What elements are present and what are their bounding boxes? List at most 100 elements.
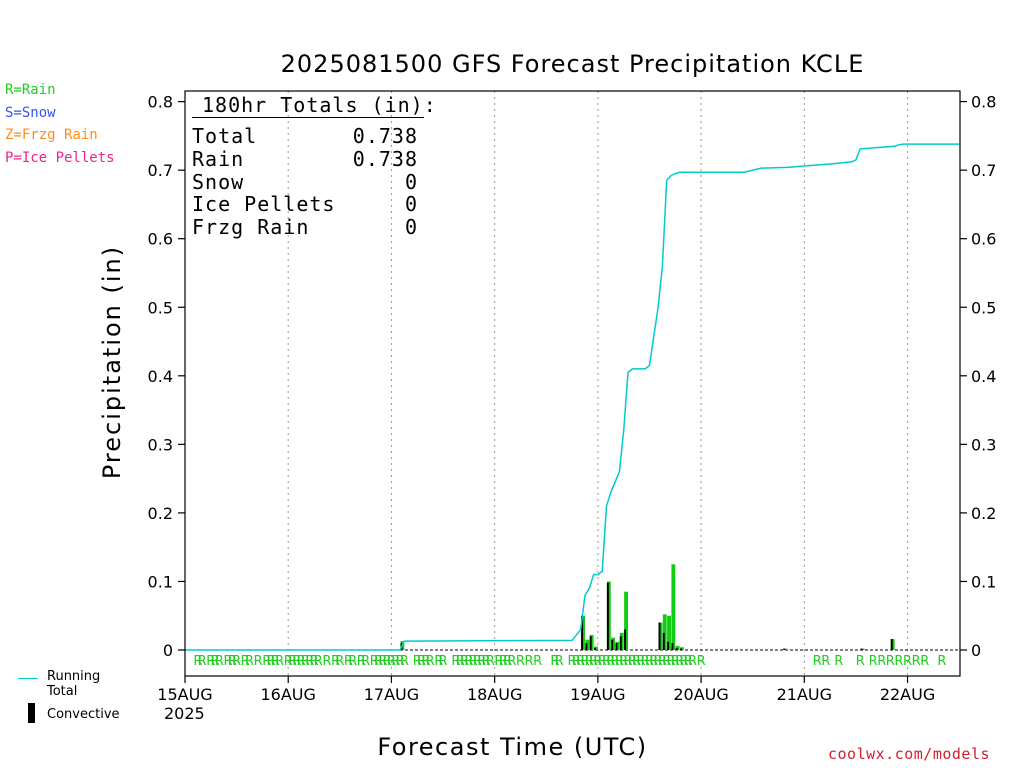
convective-bar: [680, 648, 682, 650]
rain-marker: R: [593, 654, 602, 669]
y-tick-label-left: 0: [163, 641, 173, 660]
totals-row-label: Snow: [192, 169, 245, 194]
precip-type-legend-item: Z=Frzg Rain: [5, 127, 98, 143]
rain-marker: R: [400, 654, 409, 669]
x-tick-label: 18AUG: [467, 685, 522, 704]
bar-layer: [400, 564, 895, 650]
rain-marker: R: [460, 654, 469, 669]
rain-marker: R: [507, 654, 516, 669]
totals-row-value: 0.738: [352, 124, 418, 148]
rain-marker: R: [301, 654, 310, 669]
rain-marker: R: [912, 654, 921, 669]
rain-marker: R: [877, 654, 886, 669]
rain-marker: R: [348, 654, 357, 669]
rain-marker: R: [322, 654, 331, 669]
rain-marker: R: [335, 654, 344, 669]
convective-bar: [619, 636, 622, 650]
running-total-label: Running Total: [47, 669, 101, 699]
rain-marker: R: [499, 654, 508, 669]
rain-marker: R: [456, 654, 465, 669]
convective-bar: [860, 648, 863, 650]
y-tick-label-left: 0.7: [148, 161, 173, 180]
rain-marker: R: [619, 654, 628, 669]
x-tick-label: 19AUG: [570, 685, 625, 704]
convective-bar: [658, 622, 661, 650]
y-tick-label-left: 0.4: [148, 367, 173, 386]
rain-marker: R: [636, 654, 645, 669]
rain-marker: R: [572, 654, 581, 669]
rain-marker: R: [370, 654, 379, 669]
rain-marker: R: [628, 654, 637, 669]
rain-marker: R: [606, 654, 615, 669]
x-axis-label: Forecast Time (UTC): [377, 733, 648, 761]
rain-marker: R: [602, 654, 611, 669]
convective-bar: [783, 648, 786, 650]
rain-marker: R: [206, 654, 215, 669]
convective-bar: [615, 643, 618, 650]
rain-marker: R: [309, 654, 318, 669]
rain-marker: R: [262, 654, 271, 669]
precip-type-legend-item: S=Snow: [5, 104, 56, 121]
rain-marker: R: [623, 654, 632, 669]
convective-bar: [671, 643, 674, 650]
convective-bar: [890, 639, 893, 650]
rain-marker: R: [649, 654, 658, 669]
totals-row-label: Ice Pellets: [192, 192, 336, 217]
rain-marker: R: [477, 654, 486, 669]
convective-bar: [585, 643, 588, 650]
totals-row-value: 0.738: [352, 146, 418, 171]
totals-header-underline: [192, 117, 424, 118]
precip-bar: [662, 614, 667, 650]
rain-marker: R: [271, 654, 280, 669]
rain-marker: R: [275, 654, 284, 669]
rain-marker: R: [641, 654, 650, 669]
rain-marker: R: [658, 654, 667, 669]
y-tick-label-left: 0.1: [148, 572, 173, 591]
y-tick-label-right: 0.6: [971, 230, 996, 249]
rain-marker: R: [550, 654, 559, 669]
precip-bar: [624, 591, 628, 650]
rain-marker: R: [439, 654, 448, 669]
rain-marker: R: [417, 654, 426, 669]
totals-row-label: Rain: [192, 146, 245, 171]
rain-marker: R: [215, 654, 224, 669]
convective-bar: [581, 615, 584, 650]
rain-marker: R: [697, 654, 706, 669]
rain-marker: R: [374, 654, 383, 669]
x-tick-label: 21AUG: [777, 685, 832, 704]
rain-marker: R: [396, 654, 405, 669]
rain-marker: R: [421, 654, 430, 669]
rain-marker: R: [232, 654, 241, 669]
rain-marker: R: [894, 654, 903, 669]
y-tick-label-right: 0.2: [971, 504, 996, 523]
y-tick-label-right: 0.5: [971, 298, 996, 317]
convective-label: Convective: [47, 707, 120, 722]
totals-row-label: Total: [192, 124, 258, 148]
totals-row-value: 0: [404, 215, 418, 240]
totals-row-value: 0: [404, 169, 418, 194]
convective-bar: [624, 629, 627, 650]
line-layer: [185, 143, 960, 651]
y-axis-label: Precipitation (in): [98, 244, 126, 480]
rain-marker: R: [486, 654, 495, 669]
rain-marker: R: [284, 654, 293, 669]
rain-marker: R: [241, 654, 250, 669]
grid-layer: [185, 91, 960, 676]
rain-marker: R: [344, 654, 353, 669]
rain-marker: R: [821, 654, 830, 669]
totals-header: 180hr Totals (in):: [202, 93, 437, 117]
convective-bar: [594, 647, 596, 650]
y-tick-label-right: 0.8: [971, 93, 996, 112]
rain-marker: R: [254, 654, 263, 669]
rain-marker: R: [937, 654, 946, 669]
rain-marker: R: [305, 654, 314, 669]
rain-marker: R: [632, 654, 641, 669]
rain-marker: R: [228, 654, 237, 669]
convective-bar: [611, 639, 614, 650]
rain-marker: R: [297, 654, 306, 669]
rain-marker: R: [576, 654, 585, 669]
y-tick-label-left: 0.2: [148, 504, 173, 523]
precip-type-legend-item: P=Ice Pellets: [5, 149, 115, 166]
